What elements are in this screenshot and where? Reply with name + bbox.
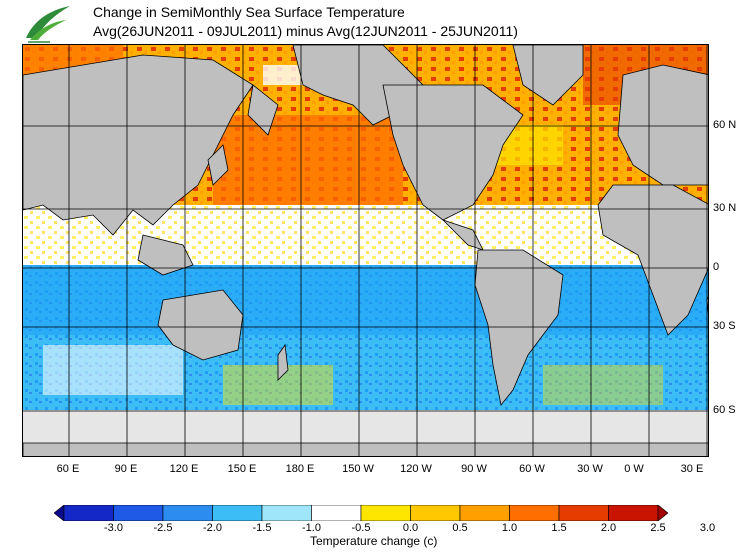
colorbar-segment (162, 505, 213, 521)
lon-label: 30 E (680, 463, 704, 475)
lon-label: 180 E (285, 463, 315, 475)
colorbar-tick-label: -3.0 (104, 522, 123, 534)
colorbar-tick-label: -1.0 (302, 522, 321, 534)
lon-label: 90 W (461, 463, 487, 475)
colorbar-tick-label: 0.0 (402, 522, 419, 534)
lon-label: 120 W (400, 463, 432, 475)
colorbar-segment (509, 505, 560, 521)
lon-label: 60 E (56, 463, 80, 475)
colorbar-segment (311, 505, 362, 521)
graticule (23, 45, 708, 456)
colorbar-tick-label: 2.0 (600, 522, 617, 534)
lat-label: 0 (713, 261, 720, 273)
lat-label: 60 S (713, 404, 736, 416)
lat-label: 30 N (713, 202, 737, 214)
colorbar-segment (558, 505, 609, 521)
colorbar-segment (261, 505, 312, 521)
colorbar-segment (459, 505, 510, 521)
colorbar-segment (113, 505, 164, 521)
colorbar (54, 505, 668, 521)
colorbar-tick-label: -2.5 (153, 522, 173, 534)
lon-label: 0 W (624, 463, 644, 475)
colorbar-segment (63, 505, 114, 521)
colorbar-tick-label: 1.5 (551, 522, 567, 534)
colorbar-tick-label: -2.0 (203, 522, 222, 534)
colorbar-segment (212, 505, 263, 521)
map-canvas (23, 45, 708, 456)
colorbar-tick-label: -0.5 (351, 522, 371, 534)
lon-label: 150 W (342, 463, 374, 475)
colorbar-segment (360, 505, 411, 521)
lat-label: 60 N (713, 119, 737, 131)
lon-label: 150 E (227, 463, 257, 475)
colorbar-tick-label: 2.5 (650, 522, 666, 534)
map-subtitle: Avg(26JUN2011 - 09JUL2011) minus Avg(12J… (93, 23, 518, 39)
lon-label: 90 E (114, 463, 138, 475)
colorbar-arrow-high (657, 505, 668, 521)
colorbar-segment (608, 505, 659, 521)
land (23, 45, 708, 456)
colorbar-tick-label: -1.5 (252, 522, 272, 534)
colorbar-segment (410, 505, 461, 521)
colorbar-tick-label: 3.0 (699, 522, 716, 534)
map-title: Change in SemiMonthly Sea Surface Temper… (93, 4, 405, 20)
colorbar-title: Temperature change (c) (310, 534, 438, 548)
north-pacific-warm-anomaly (213, 115, 403, 205)
colorbar-tick-label: 0.5 (452, 522, 468, 534)
colorbar-tick-label: 1.0 (501, 522, 518, 534)
lon-label: 120 E (169, 463, 199, 475)
lat-label: 30 S (713, 320, 736, 332)
lon-label: 60 W (519, 463, 545, 475)
agency-logo (26, 6, 70, 43)
colorbar-arrow-low (54, 505, 65, 521)
lon-label: 30 W (577, 463, 603, 475)
sst-change-map (22, 44, 709, 457)
